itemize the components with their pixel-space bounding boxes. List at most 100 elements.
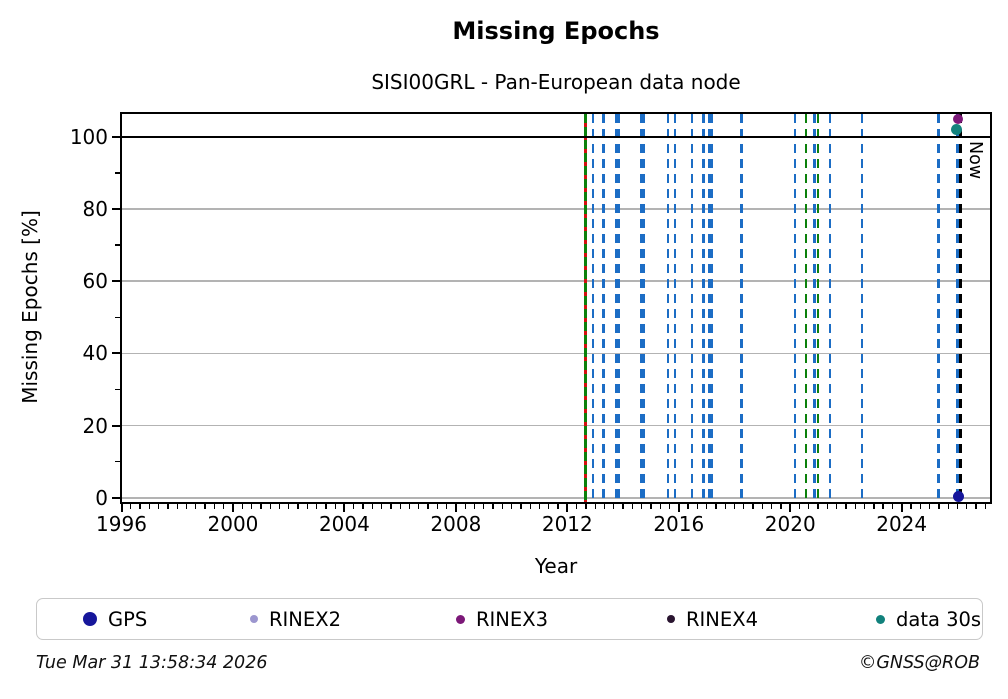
y-tick-major	[111, 424, 120, 427]
x-tick-minor	[641, 503, 643, 509]
legend-marker-data30s	[876, 614, 885, 624]
x-tick-minor	[724, 503, 726, 509]
x-tick-minor	[139, 503, 141, 509]
event-line-blue	[702, 114, 705, 502]
event-line-blue	[602, 114, 605, 502]
footer-timestamp: Tue Mar 31 13:58:34 2026	[36, 653, 268, 673]
y-tick-major	[111, 496, 120, 499]
y-tick-minor	[114, 244, 120, 246]
y-tick-label: 80	[82, 196, 108, 221]
x-tick-minor	[176, 503, 178, 509]
x-tick-minor	[668, 503, 671, 509]
x-tick-minor	[278, 503, 281, 509]
x-tick-minor	[761, 503, 764, 509]
x-tick-label: 2024	[876, 512, 928, 536]
marker-data-30s	[950, 124, 962, 136]
marker-rinex3	[952, 114, 963, 125]
x-tick-minor	[436, 503, 438, 509]
x-tick-minor	[733, 503, 736, 509]
x-tick-minor	[288, 503, 290, 509]
x-tick-minor	[334, 503, 336, 509]
x-tick-minor	[408, 503, 411, 509]
x-tick-minor	[269, 503, 271, 509]
x-tick-minor	[473, 503, 476, 509]
x-tick-minor	[743, 503, 745, 509]
y-tick-minor	[114, 316, 120, 319]
y-tick-major	[111, 280, 120, 283]
x-tick-label: 2012	[541, 512, 593, 536]
x-tick-minor	[752, 503, 754, 509]
x-tick-minor	[706, 503, 708, 509]
x-tick-label: 2004	[318, 512, 370, 536]
x-tick-minor	[483, 503, 485, 509]
event-line-blue	[937, 114, 940, 502]
x-tick-minor	[594, 503, 596, 509]
legend-marker-gps	[83, 612, 97, 626]
event-line-blue	[828, 114, 832, 502]
legend-item-rinex2: RINEX2	[250, 599, 341, 639]
x-tick-minor	[529, 503, 531, 509]
legend-item-data30s: data 30s	[876, 599, 981, 639]
x-tick-minor	[613, 503, 615, 509]
event-line-blue	[666, 114, 670, 502]
y-tick-major	[111, 207, 120, 210]
x-tick-minor	[297, 503, 299, 509]
legend-item-gps: GPS	[83, 599, 147, 639]
x-tick-label: 2020	[764, 512, 816, 536]
legend-marker-rinex2	[250, 615, 258, 623]
x-tick-minor	[148, 503, 151, 509]
now-annotation: Now	[965, 141, 985, 180]
x-tick-minor	[919, 503, 921, 509]
y-tick-major	[111, 135, 120, 138]
x-tick-minor	[204, 503, 206, 509]
x-tick-minor	[947, 503, 949, 509]
x-tick-minor	[380, 503, 383, 509]
x-tick-minor	[510, 503, 513, 509]
y-axis-label: Missing Epochs [%]	[18, 210, 42, 404]
y-tick-label: 100	[69, 124, 108, 149]
legend-marker-rinex4	[667, 615, 675, 623]
x-tick-minor	[622, 503, 624, 509]
x-tick-major	[120, 503, 123, 512]
y-tick-label: 20	[82, 413, 108, 438]
x-tick-minor	[520, 503, 522, 509]
legend-item-rinex4: RINEX4	[667, 599, 758, 639]
x-tick-minor	[260, 503, 262, 509]
event-line-green-red	[583, 114, 587, 502]
x-tick-minor	[548, 503, 550, 509]
event-line-blue	[860, 114, 864, 502]
x-tick-minor	[798, 503, 801, 509]
x-tick-minor	[371, 503, 373, 509]
gridline-y	[121, 208, 990, 210]
x-tick-minor	[938, 503, 940, 509]
x-tick-minor	[891, 503, 894, 509]
x-tick-minor	[603, 503, 606, 509]
marker-gps	[953, 491, 965, 503]
x-tick-minor	[158, 503, 160, 509]
x-tick-minor	[195, 503, 197, 509]
legend-item-rinex3: RINEX3	[456, 599, 548, 639]
y-tick-label: 60	[82, 269, 108, 294]
legend: GPS RINEX2 RINEX3 RINEX4 data 30s	[36, 598, 983, 640]
x-tick-major	[566, 503, 569, 512]
event-line-blue	[793, 114, 797, 502]
legend-label-gps: GPS	[108, 607, 148, 631]
x-tick-minor	[780, 503, 782, 509]
x-tick-minor	[241, 503, 243, 509]
x-tick-minor	[250, 503, 253, 509]
x-tick-minor	[863, 503, 866, 509]
x-tick-minor	[353, 503, 355, 509]
gridline-y	[121, 497, 990, 499]
y-tick-minor	[114, 172, 120, 174]
x-tick-minor	[928, 503, 931, 509]
x-tick-minor	[362, 503, 364, 509]
event-line-blue	[740, 114, 743, 502]
x-tick-minor	[966, 503, 968, 509]
x-tick-minor	[845, 503, 847, 509]
x-tick-major	[343, 503, 346, 512]
event-line-blue	[955, 114, 960, 502]
x-tick-minor	[576, 503, 578, 509]
x-tick-minor	[390, 503, 392, 509]
event-line-blue	[708, 114, 714, 502]
